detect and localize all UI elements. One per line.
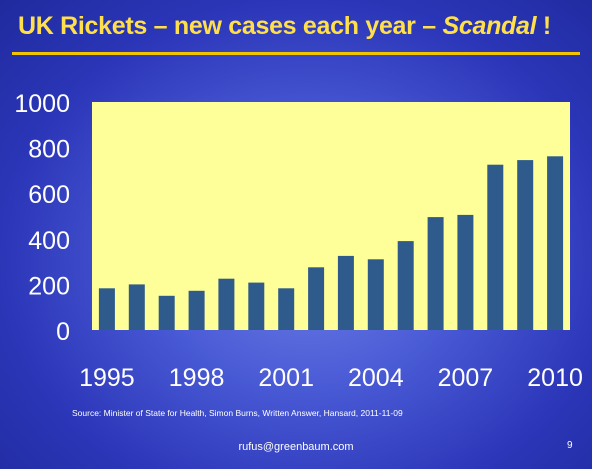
bar-2003 — [337, 255, 354, 330]
x-tick-label: 1995 — [79, 364, 135, 392]
title-emphasis: Scandal — [442, 12, 537, 40]
bar-2002 — [308, 267, 325, 330]
bar-2010 — [547, 156, 564, 330]
x-tick-label: 2004 — [348, 364, 404, 392]
x-axis-ticks: 1995 1998 2001 2004 2007 2010 — [79, 364, 583, 392]
bar-1995 — [98, 288, 115, 330]
x-tick-label: 1998 — [169, 364, 225, 392]
bar-2008 — [487, 164, 504, 330]
title-main: UK Rickets – new cases each year – — [18, 12, 443, 40]
bar-1997 — [158, 295, 175, 330]
bar-2005 — [397, 241, 414, 330]
y-tick-label: 600 — [28, 181, 70, 209]
x-tick-label: 2007 — [438, 364, 494, 392]
y-tick-label: 400 — [28, 227, 70, 255]
bar-1998 — [188, 290, 205, 330]
bar-1999 — [218, 278, 235, 330]
x-tick-label: 2010 — [527, 364, 583, 392]
y-tick-label: 0 — [56, 318, 70, 346]
y-tick-label: 200 — [28, 272, 70, 300]
title-end: ! — [536, 12, 551, 40]
bar-2006 — [427, 217, 444, 330]
y-axis-ticks: 0 200 400 600 800 1000 — [14, 90, 70, 346]
bar-1996 — [128, 284, 145, 330]
title-underline — [12, 52, 580, 55]
y-tick-label: 800 — [28, 136, 70, 164]
page-number: 9 — [567, 440, 573, 451]
bar-2000 — [248, 282, 265, 330]
slide-title: UK Rickets – new cases each year – Scand… — [18, 12, 578, 41]
bars-group — [98, 156, 564, 330]
y-tick-label: 1000 — [14, 90, 70, 118]
bar-2009 — [517, 160, 534, 330]
bar-2001 — [278, 288, 295, 330]
bar-2004 — [367, 259, 384, 330]
bar-2007 — [457, 214, 474, 330]
source-note: Source: Minister of State for Health, Si… — [72, 408, 403, 418]
footer-email: rufus@greenbaum.com — [238, 441, 354, 453]
x-tick-label: 2001 — [258, 364, 314, 392]
